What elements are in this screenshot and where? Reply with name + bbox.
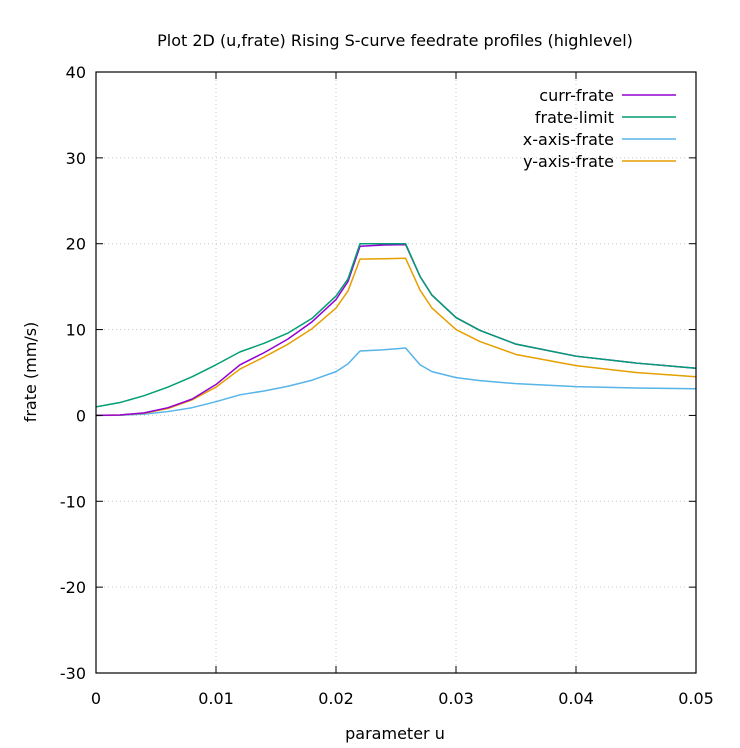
- x-tick-label: 0.03: [438, 689, 474, 708]
- legend-label-frate-limit: frate-limit: [535, 108, 614, 127]
- y-tick-label: -20: [60, 578, 86, 597]
- x-tick-label: 0: [91, 689, 101, 708]
- legend-label-y-axis-frate: y-axis-frate: [523, 152, 614, 171]
- y-tick-label: 20: [66, 235, 86, 254]
- y-axis-label: frate (mm/s): [21, 322, 40, 423]
- legend: curr-frate frate-limit x-axis-frate y-axis-…: [523, 86, 676, 171]
- y-tick-label: 0: [76, 406, 86, 425]
- x-axis-label: parameter u: [345, 724, 445, 743]
- series-line-x-axis-frate: [95, 347, 697, 417]
- x-tick-label: 0.01: [198, 689, 234, 708]
- x-tick-label: 0.05: [678, 689, 714, 708]
- y-tick-label: 40: [66, 63, 86, 82]
- y-tick-label: -30: [60, 664, 86, 683]
- tick-layer: -30 -20 -10 0 10 20 30 40 0 0.01 0.02 0.03 0.04 0.05: [60, 63, 714, 708]
- series-layer: [95, 242, 697, 417]
- x-tick-label: 0.02: [318, 689, 354, 708]
- x-tick-label: 0.04: [558, 689, 594, 708]
- y-tick-label: -10: [60, 492, 86, 511]
- plot-frame: [95, 71, 697, 674]
- legend-label-x-axis-frate: x-axis-frate: [523, 130, 614, 149]
- y-tick-label: 30: [66, 149, 86, 168]
- legend-label-curr-frate: curr-frate: [539, 86, 614, 105]
- chart-title: Plot 2D (u,frate) Rising S-curve feedrat…: [157, 31, 633, 50]
- y-tick-label: 10: [66, 321, 86, 340]
- series-line-frate-limit: [95, 242, 697, 408]
- series-line-y-axis-frate: [95, 257, 697, 417]
